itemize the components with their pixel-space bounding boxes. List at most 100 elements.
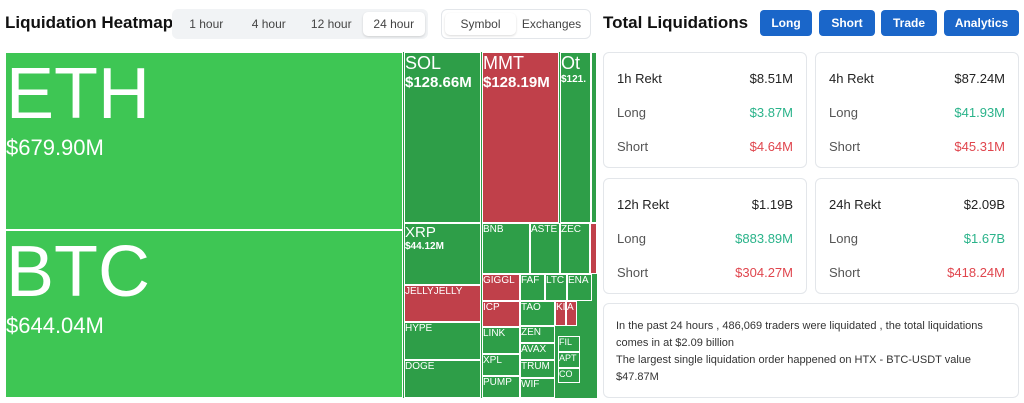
stat-row: Short $304.27M [617,265,793,280]
stat-label: Short [829,139,861,154]
stat-label: Long [617,231,646,246]
tile-label: CO [559,369,573,379]
tile-label: ZEC [561,224,581,235]
heatmap-tile[interactable]: SOL $128.66M [404,52,481,223]
heatmap-tile[interactable]: BNB [482,223,530,274]
tile-label: ENA [568,275,589,286]
heatmap-tile[interactable]: TAO [520,301,555,326]
heatmap-tile[interactable]: LTC [545,274,567,301]
stat-row: 24h Rekt $2.09B [829,197,1005,212]
tile-label: LTC [546,275,565,286]
summary-button[interactable]: Analytics [944,10,1019,36]
heatmap-tile[interactable]: ASTE [530,223,560,274]
tile-label: HYPE [405,323,433,334]
stat-value: $8.51M [749,71,793,86]
stat-value: $41.93M [954,105,1005,120]
stat-row: Short $4.64M [617,139,793,154]
stat-label: Short [829,265,861,280]
tile-label: MMT [483,53,524,73]
stat-label: Short [617,265,649,280]
stat-label: Long [617,105,646,120]
note-line: The largest single liquidation order hap… [616,354,972,366]
view-tab[interactable]: Symbol [445,13,516,35]
heatmap-tile[interactable]: A [566,301,577,326]
heatmap-tile[interactable]: MMT $128.19M [482,52,559,223]
stat-row: Long $3.87M [617,105,793,120]
tile-label: TAO [521,302,541,313]
note-card: In the past 24 hours , 486,069 traders w… [603,303,1019,398]
tile-label: WIF [521,379,540,390]
stat-value: $1.67B [963,231,1005,246]
heatmap-tile[interactable]: ZEN [520,326,555,343]
heatmap-tile[interactable]: BTC $644.04M [5,230,403,398]
heatmap-tile[interactable]: XRP $44.12M [404,223,481,285]
tile-label: JELLYJELLY [405,286,463,297]
heatmap-tile[interactable]: ICP [482,301,520,327]
heatmap-tile[interactable]: PUMP [482,376,520,398]
tile-label: BTC [6,232,150,312]
stat-label: 1h Rekt [617,71,662,86]
heatmap-tile[interactable]: AVAX [520,343,555,360]
tile-label: ETH [6,54,150,134]
tile-label: SOL [405,53,442,73]
summary-title: Total Liquidations [603,13,749,32]
summary-button[interactable]: Long [760,10,812,36]
heatmap-tile[interactable]: APT [558,352,580,368]
stat-label: 4h Rekt [829,71,874,86]
view-tabs: Symbol Exchanges [441,9,591,39]
stat-row: Long $41.93M [829,105,1005,120]
time-tab[interactable]: 24 hour [362,12,425,36]
heatmap-tile[interactable]: WIF [520,378,555,398]
heatmap-tile[interactable]: CO [558,368,580,383]
stat-label: Long [829,231,858,246]
stat-label: Long [829,105,858,120]
tile-value: $679.90M [6,135,104,160]
summary-button[interactable]: Trade [881,10,937,36]
tile-value: $644.04M [6,313,104,338]
tile-label: LINK [483,328,506,339]
time-tab[interactable]: 4 hour [251,17,286,31]
tile-label: ZEN [521,327,541,338]
tile-label: PUMP [483,377,512,388]
stat-row: Long $883.89M [617,231,793,246]
note-line: $47.87M [616,371,659,383]
summary-button[interactable]: Short [819,10,875,36]
stat-label: 24h Rekt [829,197,882,212]
stat-row: Short $45.31M [829,139,1005,154]
heatmap-tile[interactable]: ZEC [560,223,590,274]
note-line: In the past 24 hours , 486,069 traders w… [616,320,983,332]
stat-row: 1h Rekt $8.51M [617,71,793,86]
heatmap-tile[interactable]: FAF [520,274,545,301]
heatmap-tile[interactable]: JELLYJELLY [404,285,481,322]
heatmap-tile [591,52,597,223]
tile-label: TRUM [521,361,550,372]
tile-label: AVAX [521,344,547,355]
time-tab[interactable]: 12 hour [310,17,352,31]
heatmap-tile[interactable]: LINK [482,327,520,354]
view-tab[interactable]: Exchanges [521,17,582,31]
time-tab[interactable]: 1 hour [189,17,224,31]
stat-row: 4h Rekt $87.24M [829,71,1005,86]
heatmap-tile[interactable]: ETH $679.90M [5,52,403,230]
tile-label: KI [556,302,566,313]
stat-card: 4h Rekt $87.24M Long $41.93M Short $45.31M [815,52,1019,168]
heatmap-tile[interactable]: DOGE [404,360,481,398]
tile-value: $121. [561,74,587,85]
heatmap-tile[interactable]: HYPE [404,322,481,360]
tile-label: A [567,302,574,313]
tile-label: FIL [559,337,573,347]
heatmap-tile[interactable]: FIL [558,336,580,352]
heatmap-tile[interactable]: GIGGL [482,274,520,301]
stat-row: Long $1.67B [829,231,1005,246]
time-tabs: 1 hour 4 hour 12 hour 24 hour [172,9,428,39]
tile-label: Ot [561,53,581,73]
tile-label: XRP [405,224,436,241]
heatmap-tile[interactable]: TRUM [520,360,555,378]
stat-value: $418.24M [947,265,1005,280]
heatmap-tile[interactable]: Ot $121. [560,52,591,223]
heatmap-tile[interactable]: KI [555,301,566,326]
tile-value: $128.66M [405,74,472,91]
heatmap-tile[interactable]: ENA [567,274,592,301]
tile-label: FAF [521,275,540,286]
heatmap-tile[interactable]: XPL [482,354,520,376]
